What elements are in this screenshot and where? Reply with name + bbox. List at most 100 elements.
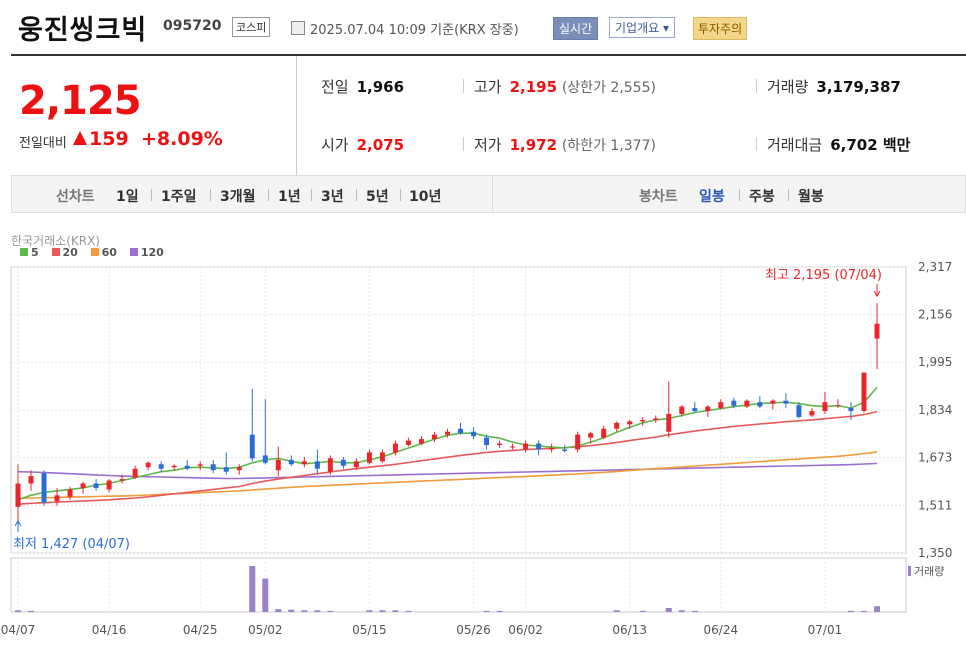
volume: 거래량 3,179,387 — [767, 78, 901, 96]
source-label: 한국거래소(KRX) — [11, 234, 100, 248]
candle-body — [848, 408, 854, 412]
volume-bar — [301, 610, 308, 612]
market-badge: 코스피 — [232, 17, 271, 37]
candle-body — [314, 461, 320, 469]
divider — [463, 79, 464, 93]
period-3m[interactable]: 3개월 — [220, 189, 256, 205]
period-5y[interactable]: 5년 — [366, 189, 389, 205]
current-price-box: 2,125 전일대비 159 +8.09% — [11, 56, 297, 175]
y-tick-label: 1,834 — [918, 403, 952, 417]
min-arrow-head — [14, 520, 22, 527]
investment-caution-badge: 투자주의 — [693, 17, 748, 40]
candle-body — [757, 402, 763, 407]
candle-body — [366, 452, 372, 463]
candle-body — [340, 459, 346, 466]
candle-body — [184, 465, 190, 469]
x-tick-label: 06/13 — [612, 623, 647, 637]
divider — [739, 189, 740, 201]
ma-legend: 5 20 60 120 — [20, 246, 173, 259]
ma60-line — [17, 451, 878, 500]
candle-body — [405, 440, 411, 446]
candle-body — [132, 468, 138, 478]
candle-body — [601, 428, 607, 438]
candle-body — [588, 433, 594, 438]
candle-body — [41, 473, 47, 503]
candle-weekly[interactable]: 주봉 — [749, 189, 775, 205]
candle-body — [562, 449, 568, 451]
volume-bar — [392, 610, 399, 612]
candle-body — [653, 418, 659, 420]
candle-body — [549, 448, 555, 450]
candle-monthly[interactable]: 월봉 — [798, 189, 824, 205]
candle-body — [288, 459, 294, 465]
period-1w[interactable]: 1주일 — [161, 189, 197, 205]
volume-bar — [288, 609, 295, 612]
stock-code: 095720 — [163, 18, 222, 34]
candle-daily[interactable]: 일봉 — [699, 189, 725, 205]
volume-legend-swatch — [908, 566, 911, 576]
candle-body — [54, 495, 60, 502]
divider — [356, 189, 357, 201]
divider — [268, 189, 269, 201]
candle-body — [106, 480, 112, 490]
divider — [492, 176, 493, 212]
candle-body — [249, 434, 255, 459]
candle-body — [744, 400, 750, 407]
divider — [311, 189, 312, 201]
line-chart-title: 선차트 — [56, 189, 95, 205]
up-triangle-icon — [73, 131, 87, 145]
ma20-line — [17, 410, 878, 505]
candle-body — [236, 467, 242, 471]
realtime-button[interactable]: 실시간 — [553, 17, 599, 40]
candle-body — [327, 458, 333, 472]
period-10y[interactable]: 10년 — [409, 189, 442, 205]
x-tick-label: 06/02 — [508, 623, 543, 637]
x-tick-label: 05/15 — [352, 623, 387, 637]
company-overview-dropdown[interactable]: 기업개요 ▾ — [609, 17, 675, 38]
candle-body — [497, 443, 503, 446]
volume-frame — [10, 557, 907, 613]
candle-body — [223, 467, 229, 472]
change-rate: +8.09% — [141, 128, 223, 150]
candle-body — [445, 431, 450, 435]
candle-body — [536, 443, 542, 450]
candle-body — [28, 476, 34, 484]
min-annotation: 최저 1,427 (04/07) — [13, 537, 130, 552]
candle-body — [431, 434, 437, 440]
candle-body — [93, 483, 99, 488]
candle-body — [484, 437, 490, 446]
period-3y[interactable]: 3년 — [321, 189, 344, 205]
period-1y[interactable]: 1년 — [278, 189, 301, 205]
divider — [400, 189, 401, 201]
candle-body — [783, 400, 789, 404]
y-tick-label: 1,673 — [918, 450, 952, 464]
x-tick-label: 04/25 — [183, 623, 218, 637]
candle-body — [275, 459, 281, 471]
open-price: 시가 2,075 — [321, 136, 405, 154]
x-tick-label: 04/07 — [1, 623, 36, 637]
candle-body — [718, 402, 724, 409]
volume-bar — [405, 610, 412, 612]
legend-ma5: 5 — [20, 246, 39, 259]
stock-name: 웅진씽크빅 — [18, 15, 148, 46]
y-tick-label: 2,156 — [918, 308, 952, 322]
candle-body — [171, 465, 177, 468]
period-1d[interactable]: 1일 — [116, 189, 139, 205]
volume-bar — [496, 610, 503, 612]
divider — [788, 189, 789, 201]
upper-limit: (상한가 2,555) — [561, 80, 656, 96]
volume-bar — [665, 607, 672, 612]
period-selector-bar: 선차트 1일 1주일 3개월 1년 3년 5년 10년 봉차트 일봉 주봉 월봉 — [11, 175, 966, 213]
candle-body — [197, 464, 203, 466]
lower-limit: (하한가 1,377) — [561, 138, 656, 154]
candle-body — [353, 461, 359, 468]
low-price: 저가 1,972 (하한가 1,377) — [474, 136, 656, 154]
prev-close: 전일 1,966 — [321, 78, 405, 96]
max-annotation: 최고 2,195 (07/04) — [765, 268, 882, 283]
candle-body — [666, 413, 672, 432]
candle-body — [809, 411, 815, 416]
change-label: 전일대비 — [19, 136, 67, 151]
candle-body — [627, 421, 633, 425]
volume-bar — [483, 610, 490, 612]
candle-body — [119, 479, 125, 481]
